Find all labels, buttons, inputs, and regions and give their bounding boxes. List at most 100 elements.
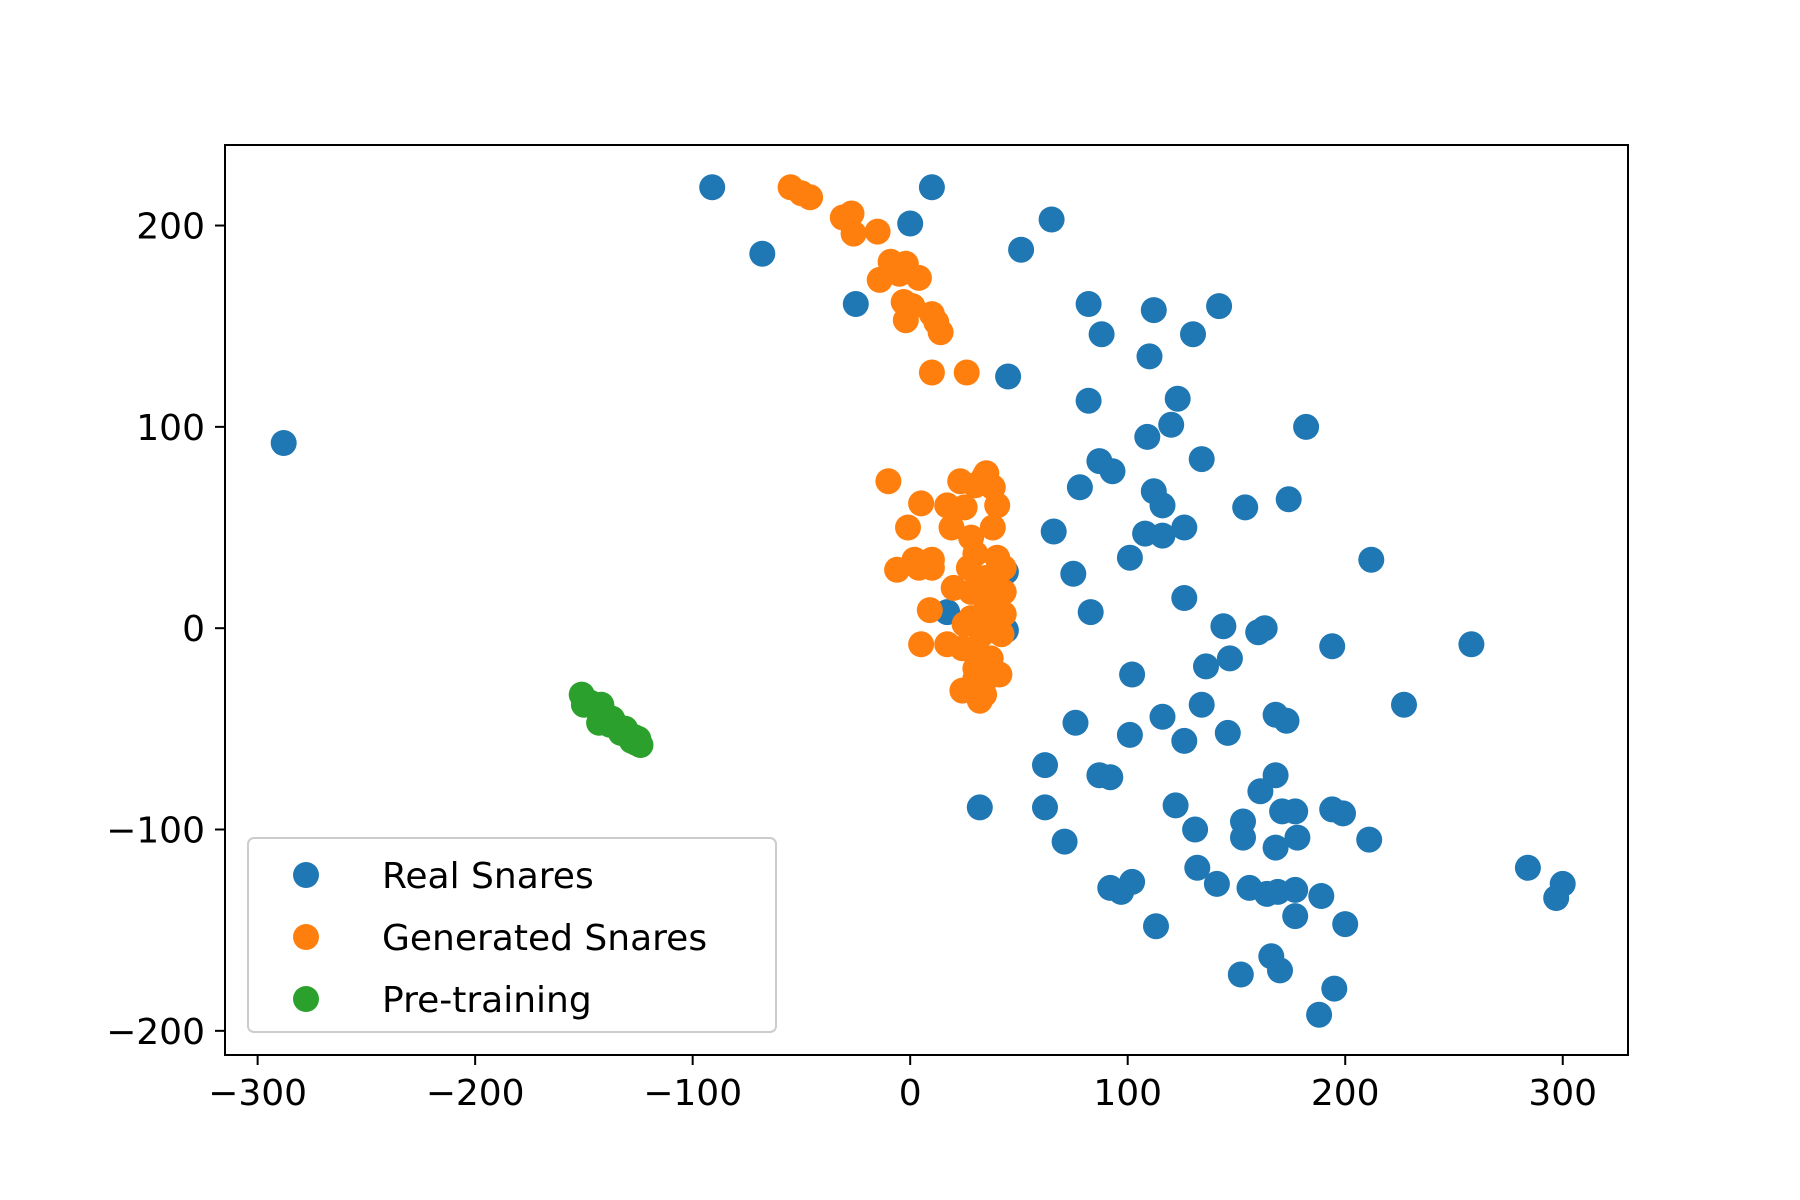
data-point bbox=[1306, 1001, 1333, 1028]
x-tick-label: 100 bbox=[1093, 1073, 1162, 1114]
data-point bbox=[1458, 631, 1485, 658]
x-tick-label: 0 bbox=[899, 1073, 922, 1114]
data-point bbox=[1214, 719, 1241, 746]
data-point bbox=[797, 184, 824, 211]
data-point bbox=[938, 514, 965, 541]
data-point bbox=[1188, 446, 1215, 473]
data-point bbox=[1230, 824, 1256, 851]
data-point bbox=[990, 601, 1017, 628]
data-point bbox=[1171, 514, 1198, 541]
data-point bbox=[1188, 691, 1215, 718]
data-point bbox=[1210, 613, 1237, 640]
legend-marker bbox=[293, 986, 319, 1012]
x-axis: −300 −200 −100 0 100 200 300 bbox=[208, 1055, 1597, 1114]
data-point bbox=[1116, 544, 1143, 571]
data-point bbox=[1032, 794, 1058, 821]
data-point bbox=[749, 240, 776, 267]
data-point bbox=[908, 490, 935, 517]
data-point bbox=[988, 621, 1015, 648]
data-point bbox=[966, 687, 993, 714]
legend-label: Pre-training bbox=[382, 980, 592, 1021]
x-tick-label: 300 bbox=[1528, 1073, 1597, 1114]
data-point bbox=[1060, 560, 1087, 587]
data-point bbox=[916, 597, 943, 624]
data-point bbox=[1171, 727, 1198, 754]
data-point bbox=[1158, 411, 1185, 438]
data-point bbox=[1262, 834, 1289, 861]
data-point bbox=[842, 291, 869, 317]
data-point bbox=[1040, 518, 1067, 545]
legend: Real Snares Generated Snares Pre-training bbox=[247, 837, 777, 1033]
data-point bbox=[838, 200, 865, 227]
data-point bbox=[1319, 633, 1346, 660]
data-point bbox=[1227, 961, 1254, 988]
data-point bbox=[897, 210, 924, 237]
data-point bbox=[979, 514, 1006, 541]
data-point bbox=[1180, 321, 1206, 348]
legend-box bbox=[247, 837, 777, 1033]
data-point bbox=[1119, 868, 1146, 895]
data-point bbox=[1308, 883, 1335, 909]
y-tick-label: −100 bbox=[106, 811, 205, 852]
data-point bbox=[1282, 876, 1309, 903]
data-point bbox=[1162, 792, 1189, 819]
data-point bbox=[866, 266, 893, 293]
data-point bbox=[1051, 828, 1078, 855]
data-point bbox=[1149, 522, 1176, 549]
y-tick-label: 100 bbox=[136, 408, 205, 449]
data-point bbox=[1164, 385, 1191, 412]
data-point bbox=[984, 492, 1011, 519]
data-point bbox=[1119, 661, 1146, 688]
data-point bbox=[627, 732, 654, 758]
data-point bbox=[966, 794, 993, 821]
data-point bbox=[1136, 343, 1163, 370]
x-tick-label: 200 bbox=[1311, 1073, 1380, 1114]
data-point bbox=[1075, 291, 1102, 317]
data-point bbox=[962, 540, 989, 567]
data-point bbox=[951, 494, 978, 521]
x-tick-label: −300 bbox=[208, 1073, 307, 1114]
data-point bbox=[1216, 645, 1243, 672]
data-point bbox=[1247, 778, 1274, 805]
data-point bbox=[1282, 903, 1309, 930]
data-point bbox=[1097, 764, 1124, 791]
points-layer bbox=[270, 174, 1576, 1028]
data-point bbox=[1077, 599, 1104, 626]
data-point bbox=[918, 359, 945, 386]
data-point bbox=[1321, 975, 1348, 1002]
y-axis: −200 −100 0 100 200 bbox=[106, 207, 225, 1053]
data-point bbox=[1206, 293, 1233, 320]
data-point bbox=[905, 264, 932, 291]
data-point bbox=[270, 430, 297, 456]
series-2 bbox=[777, 174, 1017, 714]
data-point bbox=[1293, 413, 1320, 440]
data-point bbox=[1062, 709, 1089, 736]
series-1 bbox=[270, 174, 1576, 1028]
legend-label: Real Snares bbox=[382, 856, 594, 897]
y-tick-label: 200 bbox=[136, 207, 205, 248]
y-tick-label: −200 bbox=[106, 1012, 205, 1053]
data-point bbox=[1171, 585, 1198, 611]
data-point bbox=[1075, 387, 1102, 414]
data-point bbox=[864, 218, 891, 245]
legend-label: Generated Snares bbox=[382, 918, 707, 959]
data-point bbox=[1184, 854, 1211, 881]
data-point bbox=[1149, 703, 1176, 730]
data-point bbox=[1358, 546, 1385, 573]
data-point bbox=[1134, 423, 1161, 450]
data-point bbox=[927, 319, 954, 346]
data-point bbox=[1282, 798, 1309, 825]
data-point bbox=[875, 468, 902, 495]
x-tick-label: −100 bbox=[643, 1073, 742, 1114]
data-point bbox=[908, 631, 935, 658]
data-point bbox=[1140, 297, 1167, 324]
legend-marker bbox=[293, 862, 319, 888]
data-point bbox=[1149, 492, 1176, 519]
data-point bbox=[1356, 826, 1383, 853]
data-point bbox=[1232, 494, 1259, 521]
data-point bbox=[699, 174, 726, 201]
data-point bbox=[986, 661, 1013, 688]
data-point bbox=[990, 554, 1017, 581]
data-point bbox=[1251, 615, 1278, 642]
